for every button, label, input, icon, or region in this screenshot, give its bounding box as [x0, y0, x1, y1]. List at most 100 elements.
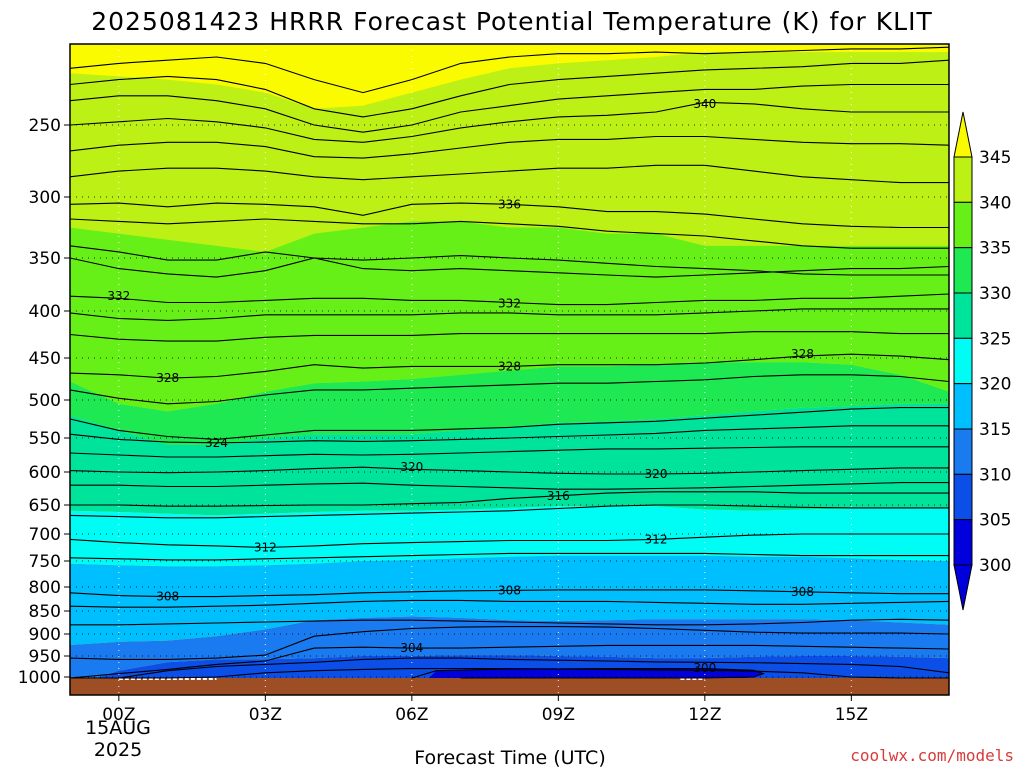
y-tick-label-500: 500 [29, 391, 61, 411]
colorbar-label-310: 310 [979, 465, 1011, 485]
y-tick-label-800: 800 [29, 578, 61, 598]
ground-layer [70, 678, 949, 695]
colorbar-over-arrow [953, 111, 973, 158]
colorbar-swatch-330 [953, 247, 973, 294]
contour-label-1: 336 [498, 197, 521, 211]
x-tick-label-15Z: 15Z [835, 705, 868, 725]
colorbar-label-335: 335 [979, 239, 1011, 259]
contour-label-text: 300 [693, 661, 716, 675]
contour-label-layer: 340 336 332 332 328 328 328 324 320 320 316 312 312 3… [107, 97, 814, 675]
colorbar-swatch-325 [953, 292, 973, 339]
contour-line-14 [69, 374, 950, 405]
contour-line-24 [69, 589, 949, 598]
contour-label-9: 320 [645, 467, 668, 481]
contour-label-text: 328 [498, 359, 521, 373]
x-tick-label-06Z: 06Z [395, 705, 428, 725]
theta-band-315 [70, 555, 949, 645]
contour-label-0: 340 [693, 97, 716, 111]
y-tick-label-700: 700 [29, 525, 61, 545]
contour-line-23 [69, 552, 949, 561]
contour-line-28 [69, 644, 950, 679]
colorbar-swatch-315 [953, 383, 973, 430]
y-tick-label-250: 250 [29, 116, 61, 136]
contour-label-14: 308 [498, 583, 521, 597]
x-axis: 00Z 03Z 06Z 09Z 12Z 15Z [102, 695, 868, 725]
y-tick-label-550: 550 [29, 429, 61, 449]
contour-label-text: 308 [156, 590, 179, 604]
x-date-label-2: 2025 [94, 739, 142, 761]
contour-label-8: 320 [400, 460, 423, 474]
contour-label-text: 312 [645, 532, 668, 546]
contour-line-13 [69, 353, 950, 379]
y-tick-label-850: 850 [29, 602, 61, 622]
contour-line-29 [70, 657, 950, 679]
contour-label-text: 308 [498, 583, 521, 597]
contour-label-text: 312 [254, 541, 277, 555]
x-axis-label: Forecast Time (UTC) [414, 747, 605, 768]
theta-band-340 [70, 52, 949, 252]
colorbar-label-340: 340 [979, 193, 1011, 213]
contour-line-3 [69, 101, 949, 143]
colorbar-under-arrow [953, 564, 973, 611]
contour-line-17 [69, 446, 949, 458]
contour-label-text: 308 [791, 585, 814, 599]
contour-line-16 [69, 425, 949, 444]
contour-line-18 [69, 466, 949, 475]
contour-line-10 [69, 293, 950, 306]
contour-line-12 [69, 331, 949, 342]
contour-line-9 [69, 257, 950, 278]
contour-label-3: 332 [498, 297, 521, 311]
y-tick-label-450: 450 [29, 349, 61, 369]
x-date-label-1: 15AUG [85, 717, 151, 739]
contour-label-2: 332 [107, 289, 130, 303]
ground-surface [70, 678, 949, 695]
colorbar-swatch-310 [953, 428, 973, 475]
y-tick-label-300: 300 [29, 188, 61, 208]
colorbar-label-325: 325 [979, 329, 1011, 349]
contour-line-7 [69, 218, 949, 249]
colorbar-swatch-340 [953, 156, 973, 203]
contour-line-26 [70, 618, 950, 626]
contour-label-text: 340 [693, 97, 716, 111]
x-tick-label-00Z: 00Z [102, 705, 135, 725]
x-tick-label-12Z: 12Z [688, 705, 721, 725]
contour-label-5: 328 [498, 359, 521, 373]
contour-label-text: 328 [791, 347, 814, 361]
contour-label-15: 308 [791, 585, 814, 599]
y-tick-label-750: 750 [29, 552, 61, 572]
plot-frame [69, 43, 950, 696]
contour-label-7: 324 [205, 436, 228, 450]
contour-line-25 [69, 599, 950, 608]
contour-label-text: 304 [400, 641, 423, 655]
contour-line-300 [411, 668, 766, 679]
contour-line-21 [69, 504, 949, 519]
x-tick-label-03Z: 03Z [249, 705, 282, 725]
colorbar-swatch-305 [953, 473, 973, 521]
contour-label-text: 332 [107, 289, 130, 303]
credit-link[interactable]: coolwx.com/models [850, 746, 1014, 765]
contour-line-27 [69, 626, 950, 660]
contour-label-text: 324 [205, 436, 228, 450]
contour-line-4 [69, 135, 950, 159]
y-tick-label-950: 950 [29, 647, 61, 667]
contour-label-text: 336 [498, 197, 521, 211]
y-axis: 250 300 350 400 450 500 550 600 650 700 750 800 850 9… [18, 116, 70, 688]
colorbar: 300 305 310 315 320 325 330 335 340 345 [953, 111, 1011, 611]
contour-line-2 [69, 83, 949, 133]
theta-band-330 [70, 362, 949, 445]
colorbar-label-320: 320 [979, 375, 1011, 395]
contour-line-19 [70, 482, 949, 490]
contour-line-5 [69, 164, 949, 184]
colorbar-label-315: 315 [979, 420, 1011, 440]
theta-band-345 [70, 44, 949, 109]
contour-line-11 [69, 308, 949, 321]
contour-label-10: 316 [547, 489, 570, 503]
theta-band-335 [70, 221, 949, 412]
contour-label-16: 304 [400, 641, 423, 655]
contour-label-13: 308 [156, 590, 179, 604]
contour-line-15 [69, 407, 949, 440]
colorbar-swatch-300 [953, 519, 973, 566]
theta-fill-layer [70, 44, 949, 695]
contour-label-text: 316 [547, 489, 570, 503]
contour-label-11: 312 [254, 541, 277, 555]
